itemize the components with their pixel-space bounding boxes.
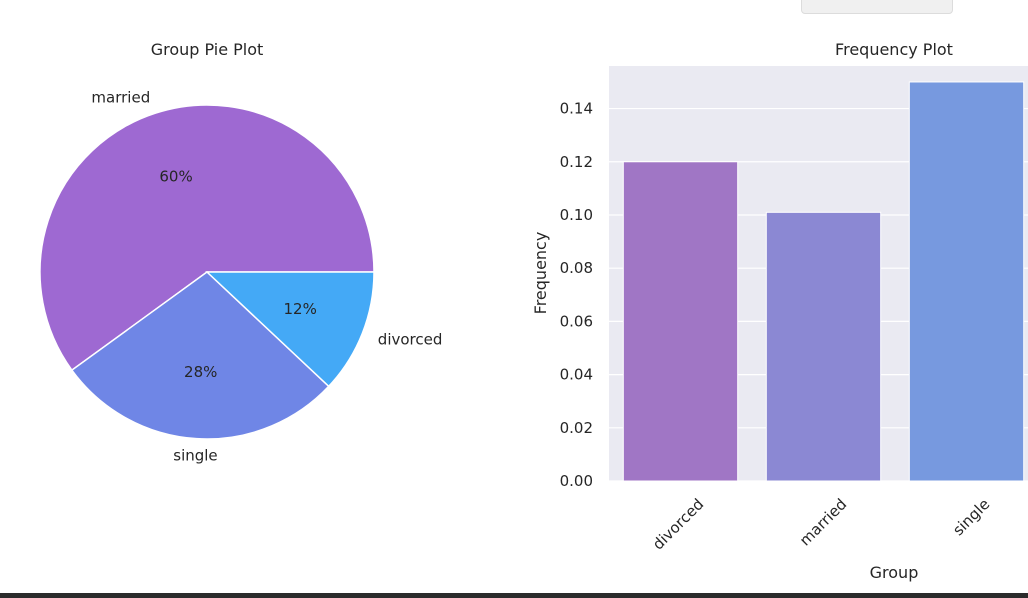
y-tick-label: 0.12: [560, 153, 593, 171]
y-axis-ticks: 0.00 0.02 0.04 0.06 0.08 0.10 0.12 0.14: [560, 100, 593, 490]
pie-pct-single: 28%: [184, 363, 217, 381]
y-tick-label: 0.08: [560, 259, 593, 277]
pie-title: Group Pie Plot: [151, 40, 264, 59]
bar-chart: 0.00 0.02 0.04 0.06 0.08 0.10 0.12 0.14 divorce…: [531, 40, 1028, 582]
bar-title: Frequency Plot: [835, 40, 953, 59]
y-axis-label: Frequency: [531, 232, 550, 315]
pie-pct-divorced: 12%: [283, 300, 316, 318]
x-tick-label-single: single: [949, 495, 993, 539]
x-axis-label: Group: [870, 563, 919, 582]
bar-married: [765, 211, 882, 482]
pie-chart: Group Pie Plot married 60% single 28% divorc…: [39, 40, 443, 464]
y-tick-label: 0.06: [560, 312, 593, 330]
y-tick-label: 0.00: [560, 472, 593, 490]
pie-slice-single: [70, 271, 330, 440]
bar-single: [908, 81, 1025, 482]
bars: [622, 81, 1025, 482]
x-tick-label-married: married: [796, 495, 850, 549]
x-axis-ticks: divorced married single: [649, 495, 993, 553]
y-tick-label: 0.10: [560, 206, 593, 224]
pie-label-single: single: [173, 446, 217, 464]
bar-divorced: [622, 161, 739, 482]
pie-slice-married: [39, 104, 375, 372]
pie-label-divorced: divorced: [378, 331, 443, 349]
top-tooltip-fragment: [801, 0, 953, 14]
y-tick-label: 0.04: [560, 366, 593, 384]
pie-slice-divorced: [205, 271, 375, 388]
pie-pct-married: 60%: [159, 168, 192, 186]
y-tick-label: 0.14: [560, 100, 593, 118]
x-tick-label-divorced: divorced: [649, 495, 707, 553]
bottom-bar: [0, 593, 1028, 598]
pie-label-married: married: [91, 88, 150, 106]
y-tick-label: 0.02: [560, 419, 593, 437]
